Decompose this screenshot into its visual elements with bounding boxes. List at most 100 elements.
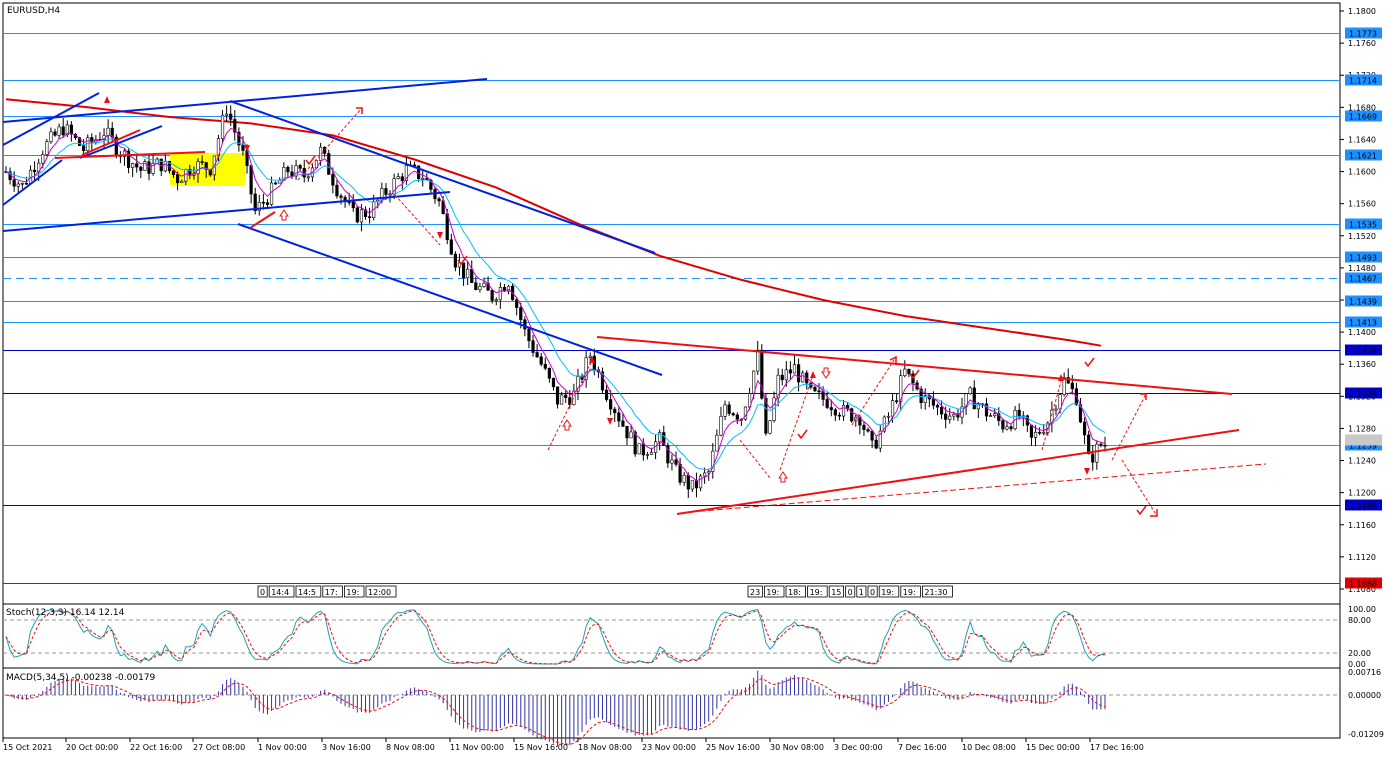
candle-body-169 xyxy=(694,480,699,489)
projection-down-1[interactable] xyxy=(394,194,441,246)
arrow-head-4[interactable] xyxy=(889,355,897,363)
candle-body-244 xyxy=(1001,420,1005,430)
time-label-8: 15 Nov 16:00 xyxy=(514,743,568,752)
level-tag-bg-9 xyxy=(1345,344,1382,356)
box-line-red-1[interactable] xyxy=(54,151,206,159)
candle-body-87 xyxy=(359,209,364,223)
candle-body-216 xyxy=(886,415,891,418)
dashed-support-red[interactable] xyxy=(689,463,1267,513)
arrow-up-red-2[interactable] xyxy=(1058,374,1064,381)
time-label-12: 30 Nov 08:00 xyxy=(770,743,824,752)
candle-body-57 xyxy=(237,131,241,146)
candle-body-257 xyxy=(1054,408,1058,411)
candle-body-63 xyxy=(261,201,265,204)
hollow-up-arrow-1[interactable] xyxy=(279,209,289,221)
check-mark-5[interactable] xyxy=(1084,357,1095,368)
arrow-down-red-2[interactable] xyxy=(437,232,443,239)
arrow-down-red-4[interactable] xyxy=(1084,468,1090,475)
arrow-head-3[interactable] xyxy=(1150,509,1158,517)
arrow-up-red-4[interactable] xyxy=(810,371,816,378)
candle-body-126 xyxy=(519,307,523,321)
check-mark-1[interactable] xyxy=(305,155,316,166)
arrow-down-red-3[interactable] xyxy=(607,418,613,425)
candle-body-123 xyxy=(506,285,511,292)
hollow-down-arrow-1[interactable] xyxy=(821,367,831,379)
candle-body-220 xyxy=(903,368,907,376)
level-tag-11: 1.1259 xyxy=(1349,442,1377,451)
trend-lines xyxy=(2,78,1267,515)
candle-body-245 xyxy=(1005,426,1009,430)
arrow-head-1[interactable] xyxy=(356,107,363,114)
candle-body-125 xyxy=(515,299,519,308)
check-mark-3[interactable] xyxy=(797,429,808,440)
candle-body-29 xyxy=(122,150,127,157)
projection-up-6[interactable] xyxy=(1111,393,1147,461)
candle-body-25 xyxy=(106,127,110,136)
channel-upper-blue[interactable] xyxy=(2,78,488,123)
session-right-box-10 xyxy=(922,585,953,598)
level-tag-6: 1.1467 xyxy=(1349,275,1377,284)
hollow-up-arrow-2[interactable] xyxy=(562,419,572,431)
price-tick-label-18: 1.1080 xyxy=(1348,585,1376,594)
projection-up-2[interactable] xyxy=(547,359,593,451)
projection-up-3[interactable] xyxy=(779,377,813,471)
level-tag-bg-3 xyxy=(1345,149,1382,161)
session-left-box-1 xyxy=(268,585,295,598)
candle-body-178 xyxy=(731,413,735,416)
projection-down-2[interactable] xyxy=(1121,459,1158,517)
arrow-up-red-1[interactable] xyxy=(104,96,110,103)
session-right-box-1 xyxy=(764,585,785,598)
triangle-lower-red[interactable] xyxy=(676,429,1240,515)
candle-body-35 xyxy=(147,161,151,174)
horizontal-levels xyxy=(3,33,1340,584)
candle-body-85 xyxy=(351,201,355,209)
candle-body-96 xyxy=(396,176,400,179)
candle-body-146 xyxy=(600,371,605,391)
check-mark-6[interactable] xyxy=(1136,505,1147,516)
candle-body-116 xyxy=(478,286,482,291)
candle-body-66 xyxy=(274,182,278,185)
flag-channel[interactable] xyxy=(79,125,163,159)
projection-down-3[interactable] xyxy=(739,439,771,479)
candle-body-193 xyxy=(792,364,797,374)
triangle-upper-red[interactable] xyxy=(596,336,1233,395)
time-label-7: 11 Nov 00:00 xyxy=(450,743,504,752)
arrow-head-2[interactable] xyxy=(1140,393,1147,400)
candle-body-3 xyxy=(16,183,20,187)
arrow-up-red-3[interactable] xyxy=(589,356,595,363)
candle-body-259 xyxy=(1062,377,1066,396)
macd-signal-line xyxy=(5,677,1106,745)
early-channel-a[interactable] xyxy=(2,92,100,146)
candle-body-86 xyxy=(355,207,359,223)
candle-body-34 xyxy=(143,161,147,171)
time-label-3: 27 Oct 08:00 xyxy=(193,743,245,752)
down-channel-upper[interactable] xyxy=(229,100,656,254)
early-channel-b[interactable] xyxy=(2,159,63,206)
candle-body-104 xyxy=(429,179,433,190)
hollow-up-arrow-3[interactable] xyxy=(778,471,788,483)
stoch-label: Stoch(12,3,3) 16.14 12.14 xyxy=(6,608,125,618)
down-channel-lower[interactable] xyxy=(237,223,663,376)
candle-body-157 xyxy=(645,454,650,456)
projection-up-1[interactable] xyxy=(297,107,363,181)
macd-label: MACD(5,34,5) -0.00238 -0.00179 xyxy=(6,673,156,683)
candle-body-148 xyxy=(609,399,613,410)
projection-up-4[interactable] xyxy=(851,356,897,426)
price-tick-label-11: 1.1360 xyxy=(1348,360,1376,369)
candle-body-185 xyxy=(760,349,764,399)
projection-up-5[interactable] xyxy=(1041,377,1063,451)
level-tag-4: 1.1535 xyxy=(1349,221,1377,230)
arrow-down-red-1[interactable] xyxy=(244,145,250,152)
breakout-red[interactable] xyxy=(249,211,276,229)
check-mark-4[interactable] xyxy=(909,369,920,380)
candle-body-267 xyxy=(1095,443,1099,463)
candle-body-127 xyxy=(523,319,527,330)
candle-body-13 xyxy=(57,126,61,136)
channel-lower-blue[interactable] xyxy=(2,191,451,232)
candle-body-133 xyxy=(547,367,551,379)
candle-body-135 xyxy=(555,386,560,405)
check-mark-2[interactable] xyxy=(457,255,468,266)
box-line-red-2[interactable] xyxy=(81,129,141,156)
session-left-label-1: 14:4 xyxy=(271,588,289,597)
